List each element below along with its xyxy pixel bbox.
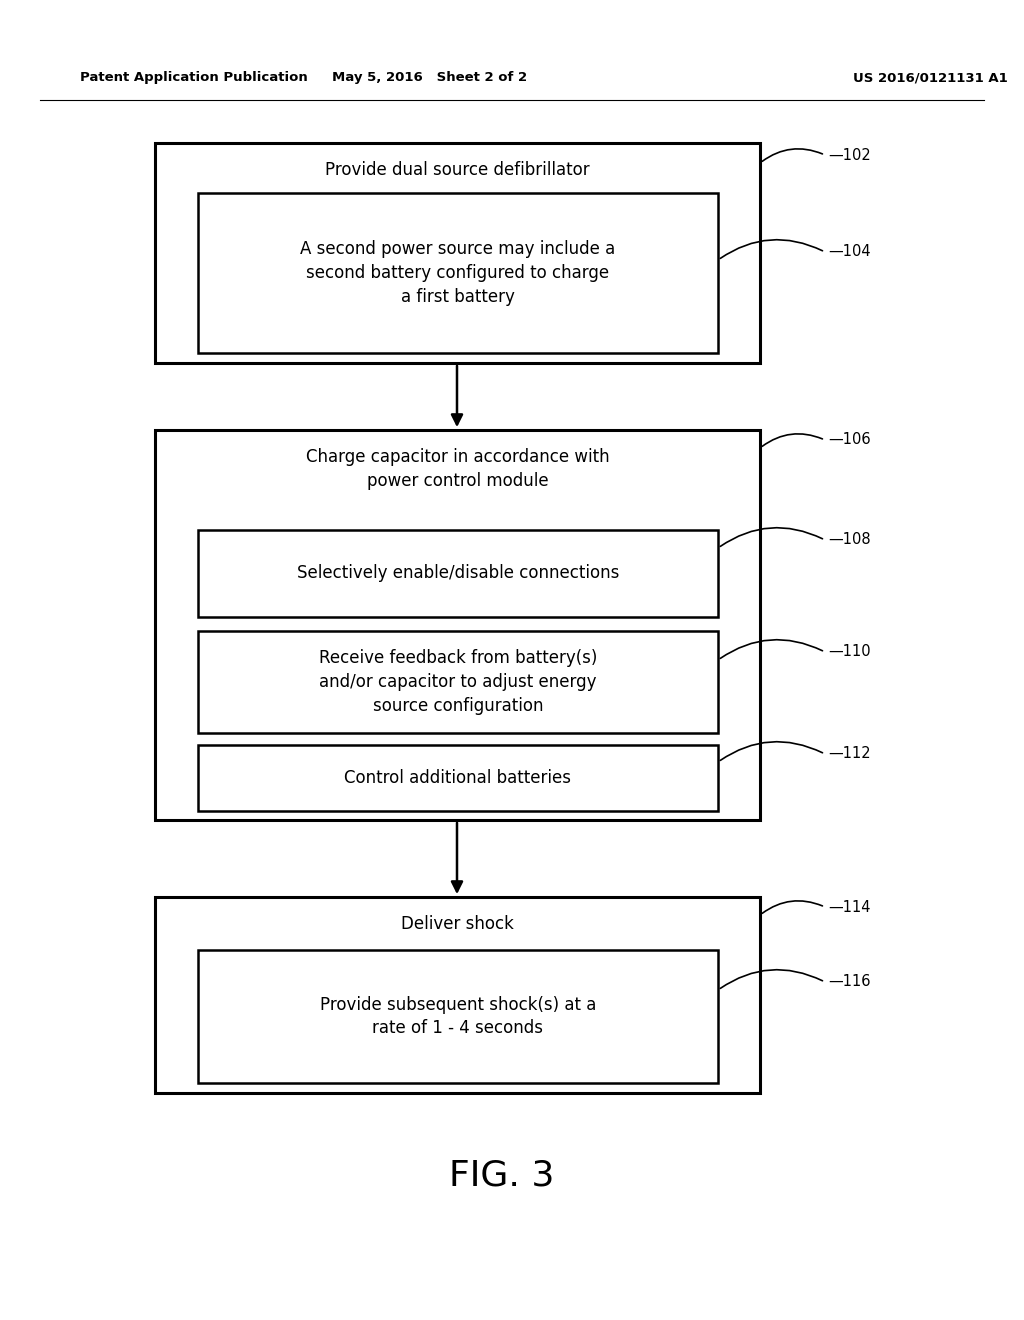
Bar bbox=[198, 531, 718, 616]
Text: FIG. 3: FIG. 3 bbox=[450, 1158, 555, 1192]
Text: —110: —110 bbox=[828, 644, 870, 660]
Text: —108: —108 bbox=[828, 532, 870, 548]
Bar bbox=[198, 631, 718, 733]
Bar bbox=[155, 143, 760, 363]
Text: Receive feedback from battery(s)
and/or capacitor to adjust energy
source config: Receive feedback from battery(s) and/or … bbox=[318, 649, 597, 714]
Text: —112: —112 bbox=[828, 747, 870, 762]
Text: Deliver shock: Deliver shock bbox=[401, 915, 514, 933]
Bar bbox=[155, 898, 760, 1093]
Text: —114: —114 bbox=[828, 899, 870, 915]
Text: —104: —104 bbox=[828, 244, 870, 260]
Text: —116: —116 bbox=[828, 974, 870, 990]
Bar bbox=[198, 744, 718, 810]
Text: —102: —102 bbox=[828, 148, 870, 162]
Text: US 2016/0121131 A1: US 2016/0121131 A1 bbox=[853, 71, 1008, 84]
Bar bbox=[155, 430, 760, 820]
Text: Provide dual source defibrillator: Provide dual source defibrillator bbox=[326, 161, 590, 180]
Text: Charge capacitor in accordance with
power control module: Charge capacitor in accordance with powe… bbox=[306, 447, 609, 490]
Text: Provide subsequent shock(s) at a
rate of 1 - 4 seconds: Provide subsequent shock(s) at a rate of… bbox=[319, 995, 596, 1038]
Text: Selectively enable/disable connections: Selectively enable/disable connections bbox=[297, 565, 620, 582]
Text: Control additional batteries: Control additional batteries bbox=[344, 770, 571, 787]
Text: A second power source may include a
second battery configured to charge
a first : A second power source may include a seco… bbox=[300, 240, 615, 306]
Text: —106: —106 bbox=[828, 433, 870, 447]
Text: May 5, 2016   Sheet 2 of 2: May 5, 2016 Sheet 2 of 2 bbox=[333, 71, 527, 84]
Bar bbox=[198, 950, 718, 1082]
Bar bbox=[198, 193, 718, 352]
Text: Patent Application Publication: Patent Application Publication bbox=[80, 71, 308, 84]
